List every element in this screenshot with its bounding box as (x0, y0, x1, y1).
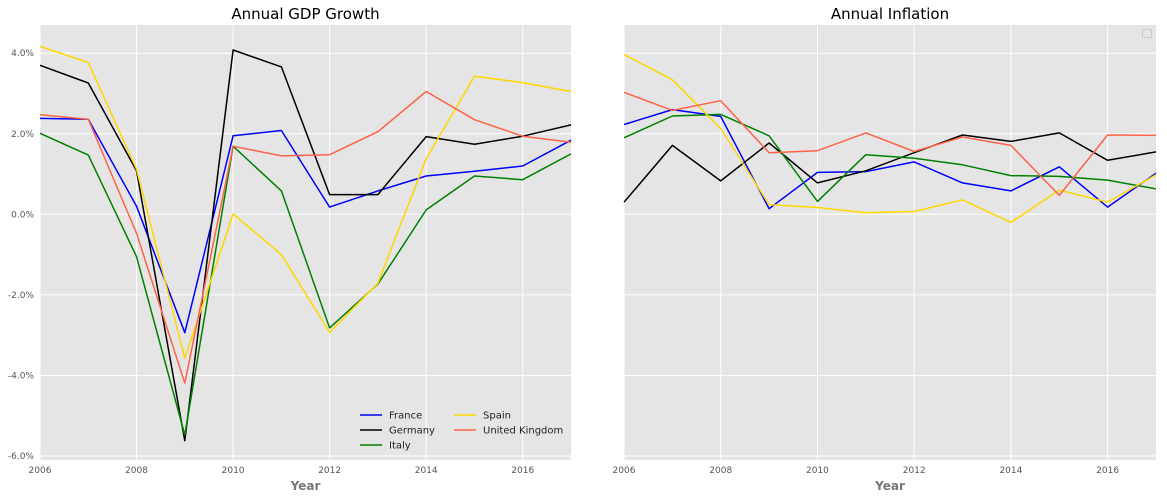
series-line-4 (623, 53, 1157, 224)
x-tick-label: 2006 (613, 466, 636, 476)
legend-label: Italy (389, 441, 411, 452)
chart-panel-1: 2006 2008 2010 2012 2014 2016 -6.0% -4.0% -2.0% 0… (8, 5, 572, 493)
chart-title: Annual Inflation (831, 5, 949, 23)
x-tick-label: 2016 (511, 466, 534, 476)
x-tick-label: 2006 (29, 466, 52, 476)
legend: France Germany Italy Spain United Kingdom (360, 411, 563, 452)
x-tick-label: 2014 (999, 466, 1022, 476)
legend-box (1142, 29, 1152, 38)
x-tick-label: 2012 (318, 466, 341, 476)
x-tick-label: 2014 (415, 466, 438, 476)
x-axis-label: Year (290, 479, 321, 493)
y-tick-label: 2.0% (11, 130, 34, 140)
legend-label: United Kingdom (483, 426, 563, 437)
y-tick-label: -4.0% (8, 371, 35, 381)
x-tick-label: 2008 (709, 466, 732, 476)
series-line-spain (39, 45, 572, 359)
y-tick-label: -6.0% (8, 452, 35, 462)
chart-title: Annual GDP Growth (231, 5, 379, 23)
series-line-2 (623, 132, 1157, 203)
x-axis-label: Year (874, 479, 905, 493)
plot-area (624, 25, 1156, 460)
x-tick-label: 2008 (125, 466, 148, 476)
plot-area (40, 25, 571, 460)
legend-label: Spain (483, 411, 511, 422)
series-line-3 (623, 113, 1157, 203)
x-tick-label: 2010 (222, 466, 245, 476)
series-line-germany (39, 49, 572, 442)
chart-panel-2: 2006 2008 2010 2012 2014 2016 Annual Inflation… (613, 5, 1157, 493)
y-tick-label: -2.0% (8, 291, 35, 301)
x-tick-label: 2012 (903, 466, 926, 476)
legend-label: Germany (389, 426, 435, 437)
series-line-united-kingdom (39, 90, 572, 384)
y-tick-label: 0.0% (11, 210, 34, 220)
series-line-5 (623, 91, 1157, 197)
legend-label: France (389, 411, 422, 422)
series-line-italy (39, 132, 572, 436)
series-line-france (39, 117, 572, 334)
x-tick-label: 2010 (806, 466, 829, 476)
x-tick-label: 2016 (1096, 466, 1119, 476)
y-tick-label: 4.0% (11, 49, 34, 59)
